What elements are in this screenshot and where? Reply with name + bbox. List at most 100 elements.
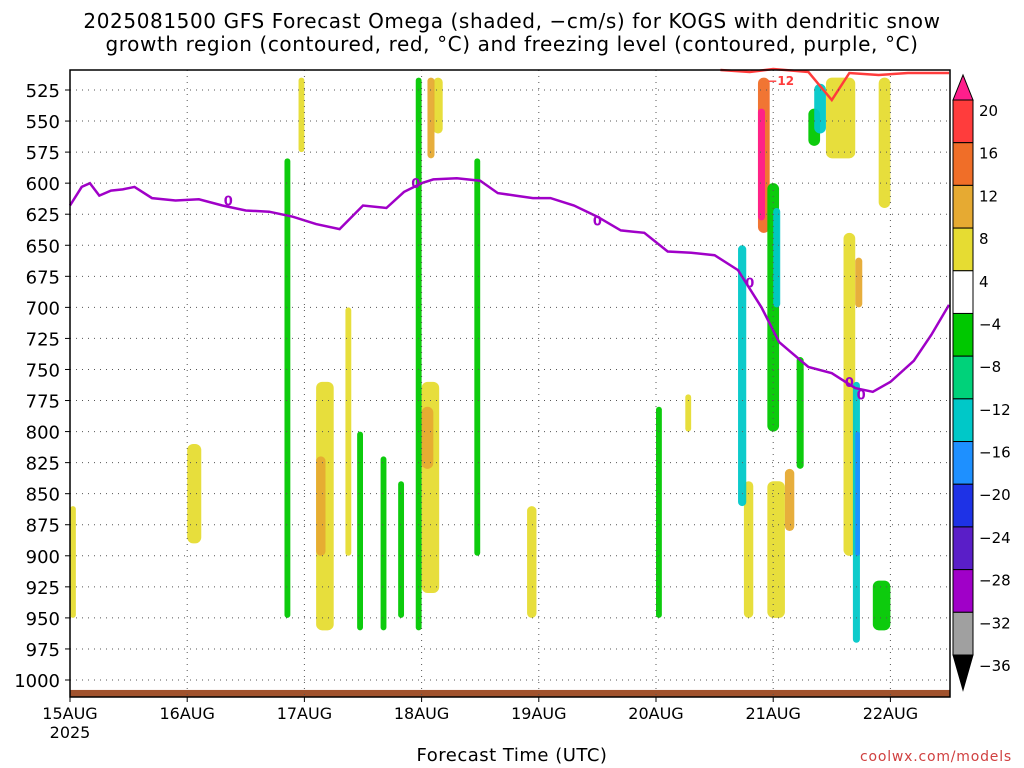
chart-title: 2025081500 GFS Forecast Omega (shaded, −… <box>83 9 941 33</box>
y-tick-label: 575 <box>26 143 60 164</box>
colorbar-box <box>952 611 974 656</box>
omega-shade <box>738 245 747 507</box>
colorbar-box <box>952 483 974 528</box>
x-year-label: 2025 <box>50 723 91 742</box>
y-tick-label: 700 <box>26 298 60 319</box>
y-tick-label: 750 <box>26 360 60 381</box>
colorbar-box <box>952 142 974 186</box>
ground-fill <box>70 689 950 697</box>
dgz-contour <box>720 67 949 103</box>
freezing-level-label: 0 <box>224 195 233 210</box>
x-tick-label: 22AUG <box>863 704 918 723</box>
colorbar-box <box>952 99 974 144</box>
y-tick-label: 975 <box>26 640 60 661</box>
grid-lines <box>69 70 950 697</box>
plot-frame <box>69 69 951 698</box>
y-tick-label: 525 <box>26 81 60 102</box>
y-tick-label: 675 <box>26 267 60 288</box>
omega-shade <box>872 580 891 631</box>
x-tick-label: 21AUG <box>745 704 800 723</box>
dgz-label: −12 <box>767 74 794 88</box>
omega-shade <box>70 506 76 618</box>
freezing-level-label: 0 <box>745 277 754 292</box>
omega-shade <box>814 83 826 134</box>
freezing-level-label: 0 <box>845 376 854 391</box>
colorbar-box <box>952 312 974 357</box>
omega-shade <box>380 456 387 631</box>
colorbar-label: 20 <box>979 102 998 120</box>
colorbar: 20 16 12 8 4 −4 −8 −12 −16 −20 −24 −28 −32 −36 <box>952 73 1011 692</box>
omega-shade <box>656 406 662 618</box>
y-tick-label: 900 <box>26 547 60 568</box>
colorbar-label: −36 <box>979 657 1011 675</box>
colorbar-bottom-arrow <box>952 654 974 692</box>
y-tick-label: 850 <box>26 485 60 506</box>
colorbar-box <box>952 184 974 229</box>
chart-subtitle: growth region (contoured, red, °C) and f… <box>105 32 919 56</box>
x-tick-label: 17AUG <box>277 704 332 723</box>
omega-shade <box>357 431 363 631</box>
omega-shade <box>855 431 860 556</box>
credit-text: coolwx.com/models <box>859 749 1012 765</box>
omega-shade <box>398 481 405 618</box>
freezing-level-line <box>68 176 951 394</box>
colorbar-label: −8 <box>979 358 1001 376</box>
x-axis-label: Forecast Time (UTC) <box>416 745 608 766</box>
colorbar-label: −24 <box>979 529 1011 547</box>
colorbar-label: −12 <box>979 401 1011 419</box>
y-tick-label: 1000 <box>14 671 60 692</box>
x-tick-label: 15AUG <box>42 704 97 723</box>
freezing-level-label: 0 <box>411 177 420 192</box>
y-tick-label: 600 <box>26 174 60 195</box>
omega-shade <box>316 456 326 556</box>
y-tick-label: 775 <box>26 392 60 413</box>
colorbar-label: 8 <box>979 230 989 248</box>
colorbar-label: −16 <box>979 444 1011 462</box>
omega-shade <box>427 77 435 159</box>
colorbar-box <box>952 270 974 314</box>
y-tick-label: 800 <box>26 423 60 444</box>
omega-shade <box>743 481 754 618</box>
freezing-level-label: 0 <box>593 214 602 229</box>
colorbar-label: −4 <box>979 315 1001 333</box>
omega-shade <box>767 481 785 618</box>
y-tick-label: 950 <box>26 609 60 630</box>
omega-shade <box>433 77 443 134</box>
omega-shade <box>421 406 434 469</box>
y-tick-label: 825 <box>26 454 60 475</box>
omega-shade <box>284 158 291 618</box>
omega-shade <box>757 108 765 221</box>
colorbar-label: −28 <box>979 572 1011 590</box>
omega-shade <box>685 394 692 432</box>
colorbar-box <box>952 355 974 400</box>
y-tick-label: 625 <box>26 205 60 226</box>
omega-shade <box>187 444 202 544</box>
omega-shade <box>784 468 795 531</box>
colorbar-label: −32 <box>979 614 1011 632</box>
omega-shade <box>298 77 305 153</box>
omega-shade <box>843 232 856 556</box>
x-tick-label: 19AUG <box>511 704 566 723</box>
omega-shade <box>796 357 804 469</box>
freezing-level-label: 0 <box>857 388 866 403</box>
x-tick-label: 16AUG <box>159 704 214 723</box>
omega-shade <box>773 208 781 308</box>
x-tick-label: 18AUG <box>394 704 449 723</box>
y-tick-label: 875 <box>26 516 60 537</box>
y-tick-label: 725 <box>26 329 60 350</box>
y-tick-label: 650 <box>26 236 60 257</box>
omega-shade <box>527 506 537 618</box>
colorbar-label: −20 <box>979 486 1011 504</box>
y-tick-label: 925 <box>26 578 60 599</box>
colorbar-box <box>952 526 974 571</box>
colorbar-label: 12 <box>979 187 998 205</box>
omega-shade <box>474 158 481 556</box>
x-tick-label: 20AUG <box>628 704 683 723</box>
colorbar-label: 16 <box>979 145 998 163</box>
y-tick-label: 550 <box>26 112 60 133</box>
colorbar-label: 4 <box>979 273 989 291</box>
omega-shade <box>415 77 422 631</box>
colorbar-box <box>952 227 974 272</box>
